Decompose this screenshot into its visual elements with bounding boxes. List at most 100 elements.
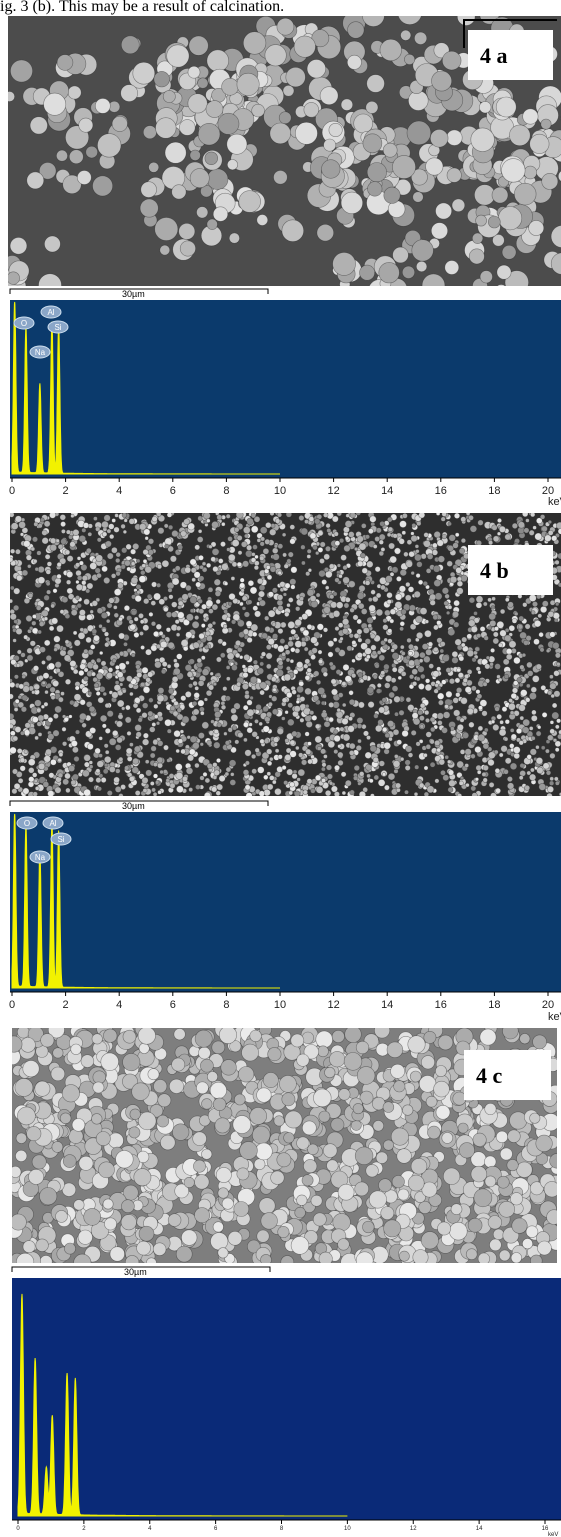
particle: [554, 777, 558, 781]
particle: [270, 511, 274, 515]
particle: [472, 658, 477, 663]
particle: [102, 566, 108, 572]
particle: [136, 664, 141, 669]
particle: [540, 648, 544, 652]
particle: [476, 215, 487, 226]
particle: [458, 1123, 468, 1133]
particle: [112, 659, 116, 663]
particle: [284, 612, 289, 617]
particle: [38, 523, 43, 528]
particle: [366, 101, 378, 113]
particle: [297, 1137, 310, 1150]
particle: [162, 560, 169, 567]
particle: [393, 534, 398, 539]
particle: [53, 714, 58, 719]
particle: [35, 1081, 50, 1096]
particle: [190, 150, 201, 161]
particle: [274, 544, 278, 548]
particle: [145, 536, 149, 540]
particle: [8, 557, 13, 562]
particle: [357, 619, 362, 624]
particle: [257, 767, 264, 774]
particle: [154, 71, 170, 87]
particle: [508, 602, 514, 608]
particle: [230, 780, 236, 786]
particle: [318, 1046, 329, 1057]
particle: [257, 1088, 272, 1103]
particle: [63, 779, 69, 785]
particle: [27, 655, 33, 661]
particle: [16, 1253, 33, 1270]
particle: [380, 39, 402, 61]
particle: [173, 668, 180, 675]
particle: [142, 667, 148, 673]
particle: [253, 660, 258, 665]
particle: [453, 710, 460, 717]
particle: [318, 659, 323, 664]
particle: [334, 765, 339, 770]
particle: [318, 531, 323, 536]
particle: [64, 717, 69, 722]
particle: [337, 752, 343, 758]
particle: [218, 113, 239, 134]
particle: [328, 641, 334, 647]
particle: [107, 790, 112, 795]
particle: [366, 655, 370, 659]
particle: [243, 629, 249, 635]
particle: [60, 514, 66, 520]
particle: [438, 700, 443, 705]
particle: [70, 660, 76, 666]
particle: [216, 791, 221, 796]
particle: [125, 717, 131, 723]
particle: [316, 786, 323, 793]
particle: [365, 752, 372, 759]
particle: [254, 719, 258, 723]
particle: [214, 579, 221, 586]
particle: [175, 566, 180, 571]
particle: [321, 767, 325, 771]
particle: [267, 772, 271, 776]
particle: [267, 784, 273, 790]
particle: [43, 673, 49, 679]
particle: [425, 718, 429, 722]
particle: [188, 66, 200, 78]
particle: [260, 662, 264, 666]
particle: [520, 1034, 530, 1044]
particle: [352, 640, 356, 644]
particle: [222, 78, 239, 95]
particle: [522, 0, 545, 8]
particle: [362, 5, 384, 27]
particle: [228, 536, 233, 541]
particle: [368, 701, 374, 707]
particle: [462, 637, 467, 642]
particle: [410, 1071, 421, 1082]
particle: [190, 169, 209, 188]
particle: [472, 793, 478, 799]
particle: [505, 598, 509, 602]
particle: [301, 528, 308, 535]
particle: [221, 522, 225, 526]
particle: [493, 1229, 504, 1240]
particle: [10, 1166, 21, 1177]
particle: [206, 563, 211, 568]
particle: [98, 697, 104, 703]
particle: [179, 120, 195, 136]
particle: [278, 571, 282, 575]
particle: [38, 630, 42, 634]
particle: [461, 697, 468, 704]
particle: [32, 690, 36, 694]
scale-bar-label: 30µm: [122, 801, 145, 811]
particle: [394, 548, 400, 554]
particle: [74, 1254, 91, 1271]
particle: [17, 1107, 35, 1125]
particle: [280, 639, 285, 644]
particle: [550, 632, 556, 638]
particle: [329, 717, 334, 722]
particle: [442, 534, 447, 539]
particle: [23, 1061, 39, 1077]
particle: [285, 710, 289, 714]
particle: [140, 199, 158, 217]
particle: [245, 761, 249, 765]
particle: [68, 86, 81, 99]
particle: [478, 706, 482, 710]
